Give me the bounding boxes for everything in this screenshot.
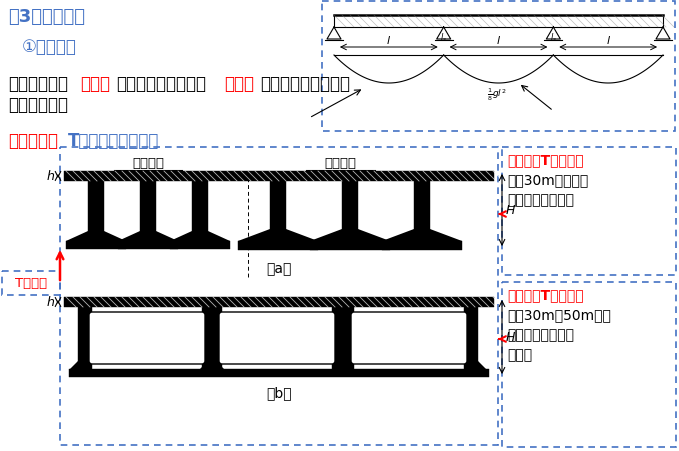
Bar — [382, 241, 462, 250]
Polygon shape — [310, 230, 342, 241]
FancyBboxPatch shape — [89, 312, 205, 364]
Text: 截面形式：: 截面形式： — [8, 132, 58, 150]
Bar — [140, 182, 156, 241]
Text: 支点截面: 支点截面 — [324, 156, 356, 170]
Text: $l_s$: $l_s$ — [440, 31, 447, 43]
Polygon shape — [286, 230, 318, 241]
Text: （b）: （b） — [266, 385, 292, 399]
Polygon shape — [238, 230, 270, 241]
Polygon shape — [70, 361, 78, 369]
Bar — [502, 282, 676, 447]
Polygon shape — [430, 230, 462, 241]
Bar — [342, 182, 358, 241]
Text: ，故支点截面底部受: ，故支点截面底部受 — [260, 75, 350, 93]
Text: 适用30m以内跨径: 适用30m以内跨径 — [507, 173, 588, 187]
Text: 土桥梁: 土桥梁 — [507, 347, 532, 361]
Polygon shape — [346, 361, 354, 369]
Bar — [464, 307, 478, 369]
Bar — [78, 307, 92, 369]
Text: $\frac{1}{8}gl^2$: $\frac{1}{8}gl^2$ — [487, 86, 507, 102]
Polygon shape — [66, 231, 88, 241]
Text: 底部加宽T形截面：: 底部加宽T形截面： — [507, 287, 584, 301]
Bar — [69, 369, 489, 377]
Polygon shape — [382, 230, 414, 241]
Polygon shape — [208, 231, 230, 241]
Polygon shape — [104, 231, 126, 241]
Bar — [202, 307, 216, 369]
Text: h: h — [46, 296, 54, 309]
Text: 锚跨跨中承受: 锚跨跨中承受 — [8, 75, 68, 93]
Bar — [238, 241, 318, 250]
Bar — [170, 241, 230, 249]
Bar — [270, 182, 286, 241]
Bar — [118, 241, 178, 249]
Bar — [66, 241, 126, 249]
Text: T形截面: T形截面 — [15, 277, 47, 290]
Text: 、支点附近承受较大: 、支点附近承受较大 — [116, 75, 206, 93]
Text: 适用30m～50m以内: 适用30m～50m以内 — [507, 307, 611, 321]
Bar — [88, 182, 104, 241]
Bar — [502, 147, 676, 276]
Bar — [332, 307, 346, 369]
FancyBboxPatch shape — [219, 312, 335, 364]
Text: $l$: $l$ — [386, 34, 391, 46]
Polygon shape — [118, 231, 140, 241]
Text: 正弯矩: 正弯矩 — [80, 75, 110, 93]
Bar — [322, 2, 675, 132]
Text: 跨径的预应力混凝: 跨径的预应力混凝 — [507, 327, 574, 341]
Text: 的钢筋混凝土桥梁: 的钢筋混凝土桥梁 — [507, 193, 574, 207]
Text: 压区需加强。: 压区需加强。 — [8, 96, 68, 114]
Bar — [414, 182, 430, 241]
Text: $l$: $l$ — [606, 34, 610, 46]
Text: $l$: $l$ — [496, 34, 501, 46]
Text: H: H — [506, 331, 515, 344]
Polygon shape — [216, 361, 224, 369]
Bar — [208, 307, 222, 369]
Bar — [64, 297, 494, 307]
Text: H: H — [506, 204, 515, 217]
Bar — [192, 182, 208, 241]
FancyBboxPatch shape — [351, 312, 467, 364]
Text: ①截面形式: ①截面形式 — [22, 38, 77, 56]
Text: （a）: （a） — [266, 262, 292, 276]
Polygon shape — [478, 361, 486, 369]
Polygon shape — [156, 231, 178, 241]
Polygon shape — [332, 361, 340, 369]
Polygon shape — [358, 230, 390, 241]
Text: T形截面、箱形截面: T形截面、箱形截面 — [68, 132, 160, 150]
Text: （3）构造特点: （3）构造特点 — [8, 8, 85, 26]
Text: 负弯矩: 负弯矩 — [224, 75, 254, 93]
Bar — [310, 241, 390, 250]
Text: h: h — [46, 170, 54, 183]
Bar — [64, 172, 494, 182]
Bar — [340, 307, 354, 369]
Polygon shape — [170, 231, 192, 241]
Text: 带马蹄形T形截面：: 带马蹄形T形截面： — [507, 152, 584, 166]
Text: 跨中截面: 跨中截面 — [132, 156, 164, 170]
Polygon shape — [200, 361, 208, 369]
Text: $l_s$: $l_s$ — [550, 31, 557, 43]
Bar — [60, 147, 498, 445]
Bar — [2, 272, 60, 295]
